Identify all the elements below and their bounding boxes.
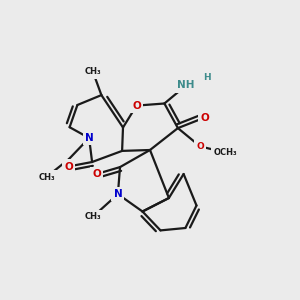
Text: H: H — [203, 74, 211, 82]
Text: CH₃: CH₃ — [85, 212, 101, 221]
Text: O: O — [92, 169, 101, 179]
Text: OCH₃: OCH₃ — [213, 148, 237, 157]
Text: CH₃: CH₃ — [38, 172, 55, 182]
Text: CH₃: CH₃ — [85, 68, 101, 76]
Text: N: N — [113, 189, 122, 199]
Text: O: O — [132, 100, 141, 111]
Text: NH: NH — [177, 80, 195, 91]
Text: O: O — [196, 142, 204, 151]
Text: N: N — [85, 133, 94, 143]
Text: O: O — [64, 161, 73, 172]
Text: O: O — [200, 112, 209, 123]
